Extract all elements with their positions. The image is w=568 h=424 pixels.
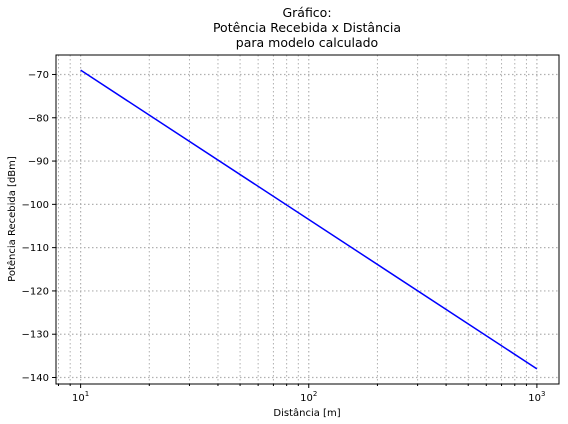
y-tick-label: −140 [22,373,49,384]
y-tick-label: −70 [28,70,49,81]
x-tick-label: 102 [300,390,317,404]
y-tick-label: −120 [22,286,49,297]
x-tick-label: 101 [72,390,89,404]
y-tick-label: −90 [28,157,49,168]
chart-title-line-2: Potência Recebida x Distância [213,20,401,35]
y-tick-label: −110 [22,243,49,254]
chart-title-line-1: Gráfico: [282,5,331,20]
x-tick-label: 103 [528,390,545,404]
y-axis-label: Potência Recebida [dBm] [6,156,18,282]
axis-ticks: −70 −80 −90 −100 −110 −120 −130 −140 101 102 103 [22,70,546,404]
chart-title-line-3: para modelo calculado [236,35,378,50]
y-tick-label: −130 [22,330,49,341]
y-tick-label: −100 [22,200,49,211]
x-axis-label: Distância [m] [273,407,340,419]
y-tick-label: −80 [28,113,49,124]
